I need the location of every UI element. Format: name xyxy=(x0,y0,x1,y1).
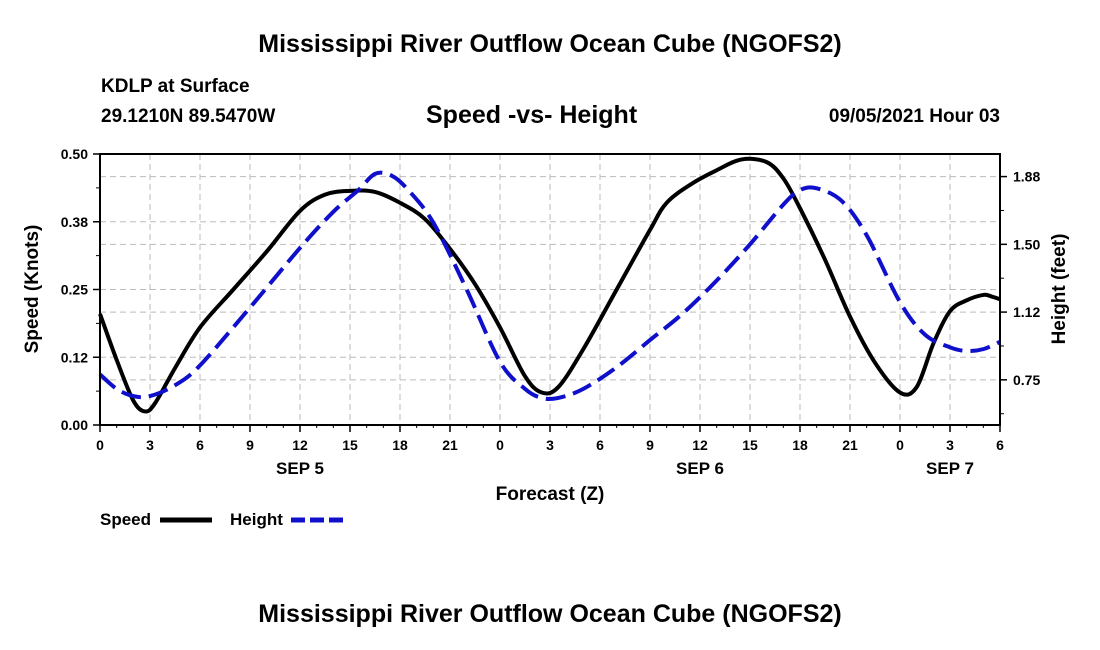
x-tick-label: 3 xyxy=(946,437,954,453)
x-tick-label: 21 xyxy=(842,437,858,453)
y-left-tick-label: 0.50 xyxy=(61,146,88,162)
legend-speed-label: Speed xyxy=(100,510,151,529)
station-label: KDLP at Surface xyxy=(101,76,250,97)
speed-series-line xyxy=(98,156,1001,414)
x-tick-label: 3 xyxy=(546,437,554,453)
x-tick-label: 15 xyxy=(742,437,758,453)
x-tick-label: 9 xyxy=(246,437,254,453)
x-tick-label: 6 xyxy=(996,437,1004,453)
y-right-tick-label: 1.88 xyxy=(1013,169,1040,185)
chart-title: Speed -vs- Height xyxy=(426,101,638,129)
day-label: SEP 7 xyxy=(926,459,974,478)
axes: 0 3 6 9 12 15 18 21 0 3 6 9 12 15 18 21 0 3 6 SEP 5 SEP 6 SEP… xyxy=(61,146,1041,478)
x-tick-label: 0 xyxy=(896,437,904,453)
datetime-label: 09/05/2021 Hour 03 xyxy=(828,106,1000,127)
grid xyxy=(100,154,1000,425)
y-left-tick-label: 0.12 xyxy=(61,349,88,365)
y-axis-left-label: Speed (Knots) xyxy=(22,225,43,354)
x-tick-label: 3 xyxy=(146,437,154,453)
x-axis-label: Forecast (Z) xyxy=(496,484,605,505)
x-tick-label: 0 xyxy=(496,437,504,453)
x-tick-label: 9 xyxy=(646,437,654,453)
day-label: SEP 5 xyxy=(276,459,324,478)
location-label: 29.1210N 89.5470W xyxy=(101,106,276,127)
height-series-line xyxy=(98,170,1001,402)
x-tick-label: 12 xyxy=(292,437,308,453)
legend-height-label: Height xyxy=(230,510,283,529)
x-tick-label: 15 xyxy=(342,437,358,453)
day-label: SEP 6 xyxy=(676,459,724,478)
y-right-tick-label: 1.12 xyxy=(1013,304,1040,320)
y-right-tick-label: 0.75 xyxy=(1013,372,1040,388)
x-tick-label: 12 xyxy=(692,437,708,453)
legend: Speed Height xyxy=(100,510,343,529)
x-tick-label: 18 xyxy=(792,437,808,453)
bottom-title: Mississippi River Outflow Ocean Cube (NG… xyxy=(258,600,842,628)
x-tick-label: 6 xyxy=(596,437,604,453)
series-layer xyxy=(98,156,1001,414)
y-right-tick-label: 1.50 xyxy=(1013,236,1040,252)
x-tick-label: 21 xyxy=(442,437,458,453)
y-left-tick-label: 0.00 xyxy=(61,417,88,433)
main-title: Mississippi River Outflow Ocean Cube (NG… xyxy=(258,30,842,58)
x-tick-label: 0 xyxy=(96,437,104,453)
x-tick-label: 6 xyxy=(196,437,204,453)
x-tick-label: 18 xyxy=(392,437,408,453)
y-left-tick-label: 0.25 xyxy=(61,282,88,298)
y-axis-right-label: Height (feet) xyxy=(1049,234,1070,345)
y-left-tick-label: 0.38 xyxy=(61,214,88,230)
